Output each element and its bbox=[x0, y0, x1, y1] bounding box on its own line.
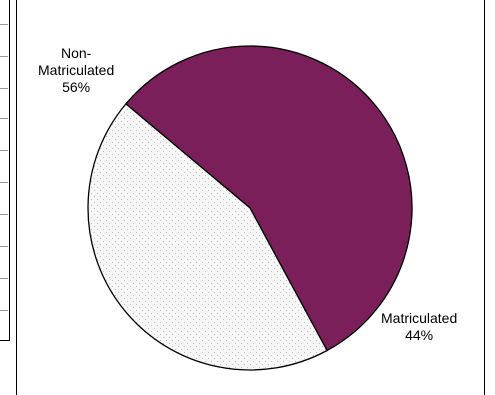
slice-label-non-matriculated: Non- Matriculated 56% bbox=[38, 45, 114, 96]
table-row-line bbox=[0, 310, 8, 311]
slice-label-matriculated: Matriculated 44% bbox=[381, 310, 457, 344]
slice-label-percent: 44% bbox=[405, 327, 434, 343]
slice-label-percent: 56% bbox=[62, 79, 91, 95]
pie-slice-matriculated bbox=[87, 102, 328, 371]
table-row-line bbox=[0, 278, 8, 279]
table-row-line bbox=[0, 150, 8, 151]
table-row-line bbox=[0, 88, 8, 89]
table-row-line bbox=[0, 182, 8, 183]
slice-label-name: Matriculated bbox=[381, 310, 458, 326]
table-row-line bbox=[0, 118, 8, 119]
table-row-line bbox=[0, 246, 8, 247]
pie-slice-non-matriculated bbox=[124, 45, 413, 352]
slice-label-name: Non- Matriculated bbox=[38, 45, 115, 78]
table-row-line bbox=[0, 214, 8, 215]
adjacent-table-edge bbox=[0, 0, 10, 341]
table-row-line bbox=[0, 56, 8, 57]
table-row-line bbox=[0, 24, 8, 25]
